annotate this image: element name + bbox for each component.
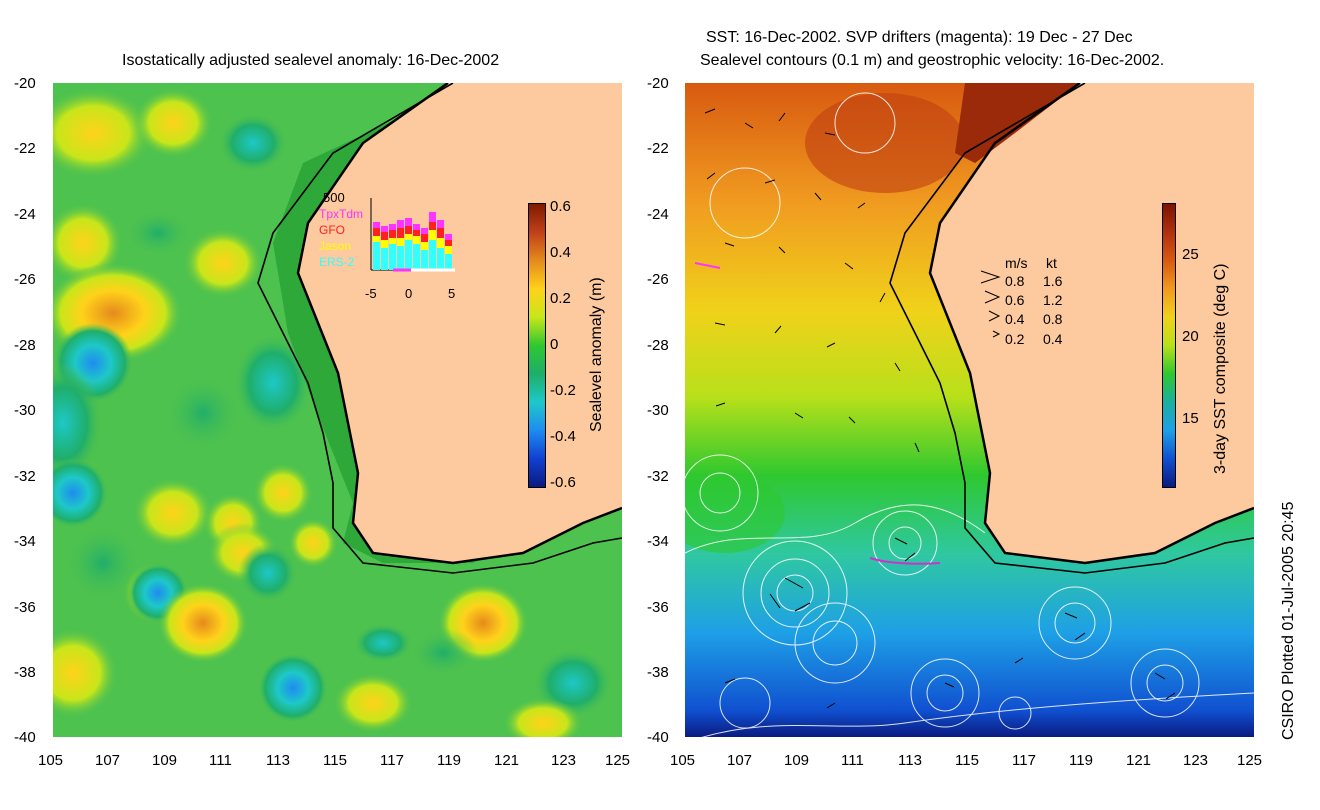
- left-x-tick: 111: [209, 752, 232, 769]
- left-y-tick: -34: [14, 533, 36, 550]
- sealevel-colorbar-tick: 0.6: [550, 198, 571, 215]
- right-y-tick: -30: [647, 402, 669, 419]
- speed-legend-header-ms: m/s: [1005, 255, 1028, 271]
- speed-legend-header-kt: kt: [1046, 255, 1057, 271]
- right-x-tick: 121: [1126, 752, 1152, 769]
- right-y-tick: -34: [647, 533, 669, 550]
- left-panel-title: Isostatically adjusted sealevel anomaly:…: [122, 52, 500, 69]
- inset-x-tick: -5: [365, 286, 377, 301]
- sealevel-colorbar-tick: 0: [550, 336, 559, 353]
- left-x-tick: 117: [380, 752, 404, 769]
- right-panel-title-line2: Sealevel contours (0.1 m) and geostrophi…: [700, 52, 1165, 69]
- plot-credit: CSIRO Plotted 01-Jul-2005 20:45: [1280, 501, 1297, 740]
- left-y-tick: -28: [14, 337, 36, 354]
- right-y-tick: -22: [647, 140, 669, 157]
- sealevel-colorbar: [528, 203, 546, 488]
- speed-legend-ms: 0.2: [1005, 331, 1025, 347]
- right-y-tick: -40: [647, 729, 669, 746]
- right-x-tick: 111: [841, 752, 864, 769]
- right-x-tick: 125: [1237, 752, 1263, 769]
- sealevel-colorbar-tick: 0.4: [550, 244, 571, 261]
- right-x-tick: 123: [1183, 752, 1209, 769]
- sealevel-colorbar-tick: -0.4: [550, 428, 576, 445]
- sealevel-colorbar-tick: -0.6: [550, 474, 576, 491]
- inset-legend-tpxtdm: TpxTdm: [319, 207, 364, 221]
- right-x-tick: 117: [1012, 752, 1036, 769]
- left-y-tick: -30: [14, 402, 36, 419]
- right-y-tick: -28: [647, 337, 669, 354]
- sealevel-colorbar-tick: 0.2: [550, 290, 571, 307]
- right-panel-title-line1: SST: 16-Dec-2002. SVP drifters (magenta)…: [706, 29, 1133, 46]
- sst-colorbar-tick: 20: [1182, 328, 1199, 345]
- left-y-tick: -38: [14, 664, 36, 681]
- right-x-tick: 113: [898, 752, 922, 769]
- speed-legend-kt: 0.4: [1043, 331, 1063, 347]
- left-x-tick: 109: [152, 752, 178, 769]
- right-y-tick: -20: [647, 75, 669, 92]
- inset-legend-jason: Jason: [319, 239, 352, 253]
- left-y-tick: -24: [14, 206, 36, 223]
- left-x-tick: 113: [266, 752, 290, 769]
- inset-x-tick: 5: [448, 286, 456, 301]
- left-y-tick: -20: [14, 75, 36, 92]
- left-x-tick: 119: [437, 752, 461, 769]
- left-y-tick: -22: [14, 140, 36, 157]
- sst-colorbar-tick: 25: [1182, 246, 1199, 263]
- data-count-inset: [370, 198, 455, 272]
- speed-legend-arrows: [980, 270, 1001, 338]
- sealevel-anomaly-map: 500 TpxTdm GFO Jason ERS-2 -5 0 5: [53, 83, 622, 737]
- left-x-tick: 107: [95, 752, 121, 769]
- left-x-tick: 125: [605, 752, 631, 769]
- left-y-tick: -40: [14, 729, 36, 746]
- right-y-tick: -36: [647, 599, 669, 616]
- left-y-tick: -32: [14, 468, 36, 485]
- right-x-tick: 119: [1069, 752, 1093, 769]
- inset-legend-ers2: ERS-2: [319, 255, 355, 269]
- sealevel-colorbar-label: Sealevel anomaly (m): [588, 277, 605, 432]
- right-y-tick: -24: [647, 206, 669, 223]
- sst-colorbar-label: 3-day SST composite (deg C): [1212, 263, 1229, 474]
- inset-max-label: 500: [323, 190, 345, 205]
- right-y-tick: -26: [647, 271, 669, 288]
- left-y-tick: -26: [14, 271, 36, 288]
- speed-legend-ms: 0.4: [1005, 311, 1025, 327]
- left-x-tick: 105: [38, 752, 64, 769]
- speed-legend-ms: 0.8: [1005, 273, 1025, 289]
- left-x-tick: 123: [551, 752, 577, 769]
- speed-legend-kt: 0.8: [1043, 311, 1063, 327]
- right-y-tick: -38: [647, 664, 669, 681]
- sst-colorbar-tick: 15: [1182, 410, 1199, 427]
- left-x-tick: 115: [323, 752, 347, 769]
- right-x-tick: 109: [784, 752, 810, 769]
- speed-legend-ms: 0.6: [1005, 292, 1025, 308]
- inset-x-tick: 0: [405, 286, 413, 301]
- speed-legend-kt: 1.2: [1043, 292, 1063, 308]
- right-x-tick: 107: [727, 752, 753, 769]
- right-x-tick: 115: [955, 752, 979, 769]
- sst-colorbar: [1162, 203, 1176, 488]
- speed-legend-kt: 1.6: [1043, 273, 1063, 289]
- left-x-tick: 121: [494, 752, 520, 769]
- sealevel-colorbar-tick: -0.2: [550, 382, 576, 399]
- inset-legend-gfo: GFO: [319, 223, 345, 237]
- right-x-tick: 105: [670, 752, 696, 769]
- right-y-tick: -32: [647, 468, 669, 485]
- left-y-tick: -36: [14, 599, 36, 616]
